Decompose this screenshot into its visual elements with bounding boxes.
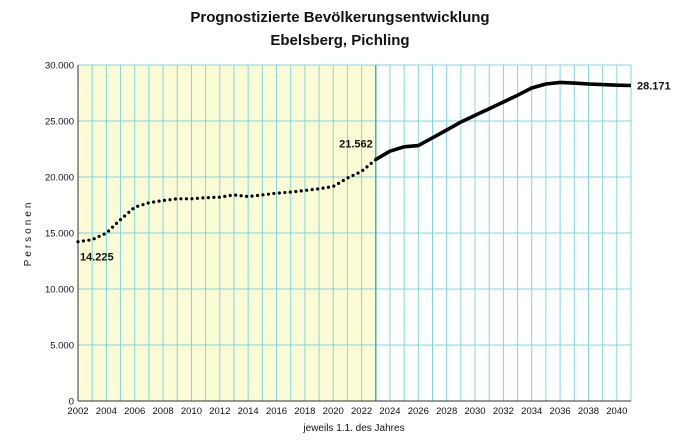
x-axis-label: jeweils 1.1. des Jahres [302, 423, 404, 434]
x-tick-label: 2018 [294, 406, 315, 417]
x-tick-label: 2012 [209, 406, 230, 417]
y-tick-label: 10.000 [45, 285, 74, 296]
x-tick-label: 2034 [521, 406, 542, 417]
x-tick-label: 2040 [606, 406, 627, 417]
x-tick-label: 2014 [238, 406, 259, 417]
y-tick-label: 25.000 [45, 117, 74, 128]
x-tick-label: 2036 [550, 406, 571, 417]
x-tick-label: 2016 [266, 406, 287, 417]
x-tick-label: 2022 [351, 406, 372, 417]
data-label: 21.562 [339, 139, 373, 151]
y-tick-label: 20.000 [45, 173, 74, 184]
x-tick-label: 2010 [181, 406, 202, 417]
x-tick-label: 2032 [493, 406, 514, 417]
x-tick-label: 2030 [464, 406, 485, 417]
y-tick-label: 30.000 [45, 61, 74, 72]
x-tick-label: 2026 [408, 406, 429, 417]
x-tick-label: 2024 [379, 406, 400, 417]
x-tick-label: 2038 [578, 406, 599, 417]
x-tick-label: 2006 [124, 406, 145, 417]
chart-subtitle: Ebelsberg, Pichling [270, 32, 410, 49]
data-label: 14.225 [80, 252, 114, 264]
series-line-historical [76, 157, 378, 244]
x-tick-label: 2002 [67, 406, 88, 417]
y-axis-label: Personen [23, 200, 34, 267]
data-label: 28.171 [637, 80, 671, 92]
y-tick-label: 5.000 [50, 341, 74, 352]
axis-layer: 0 5.000 10.000 15.000 20.000 25.000 30.000 2002… [45, 61, 631, 417]
x-tick-label: 2004 [96, 406, 117, 417]
x-tick-label: 2020 [323, 406, 344, 417]
chart-title: Prognostizierte Bevölkerungsentwicklung [190, 9, 490, 26]
y-tick-label: 0 [69, 397, 74, 408]
x-tick-label: 2008 [153, 406, 174, 417]
y-tick-label: 15.000 [45, 229, 74, 240]
x-tick-label: 2028 [436, 406, 457, 417]
label-layer: 14.225 21.562 28.171 [80, 80, 671, 263]
series-layer [76, 80, 632, 244]
series-line-forecast [374, 80, 632, 162]
